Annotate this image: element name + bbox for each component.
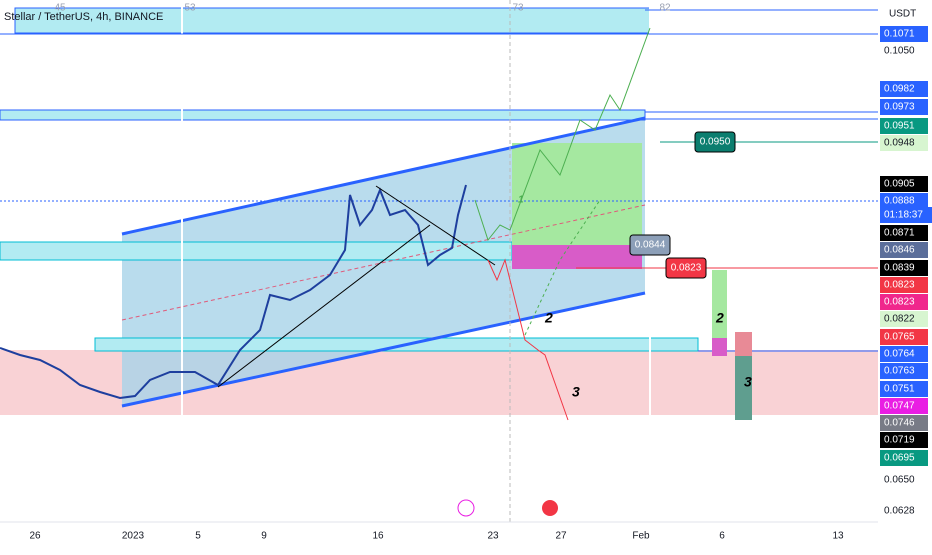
price-series (0, 184, 467, 400)
price-label: 0.1050 (884, 46, 915, 57)
event-icon[interactable] (542, 500, 558, 516)
price-label-bg (880, 176, 928, 192)
price-label: 0.0846 (884, 245, 915, 256)
price-label-bg (880, 26, 928, 42)
time-label: Feb (632, 531, 650, 542)
zone (0, 109, 646, 121)
time-label: 16 (372, 531, 384, 542)
price-label: 0.0948 (884, 138, 915, 149)
price-label: 0.0871 (884, 228, 915, 239)
countdown: 01:18:37 (884, 210, 923, 221)
price-label: 0.0982 (884, 84, 915, 95)
axis-unit: USDT (889, 9, 916, 20)
time-label: 13 (832, 531, 844, 542)
time-label: 9 (261, 531, 267, 542)
price-label: 0.0888 (884, 196, 915, 207)
price-label: 0.0822 (884, 314, 915, 325)
time-label: 27 (555, 531, 567, 542)
price-label-bg (880, 363, 928, 379)
wave-label: 3 (572, 384, 580, 400)
target-box (694, 131, 736, 153)
time-label: 6 (719, 531, 725, 542)
price-label-bg (880, 193, 928, 209)
bar-number: 45 (54, 3, 66, 14)
price-label-bg (880, 311, 928, 327)
time-label: 26 (29, 531, 41, 542)
price-label-bg (880, 450, 928, 466)
price-label-bg (880, 381, 928, 397)
zone (14, 7, 651, 34)
price-label: 0.0719 (884, 435, 915, 446)
bull-path (474, 27, 651, 242)
bar (712, 338, 727, 356)
price-label-bg (880, 329, 928, 345)
time-label: 2023 (122, 531, 145, 542)
price-label-bg (880, 398, 928, 414)
time-label: 5 (195, 531, 201, 542)
stop-box (665, 257, 707, 279)
trend-line (375, 185, 496, 266)
price-label: 0.0765 (884, 332, 915, 343)
price-label: 0.0839 (884, 263, 915, 274)
stop-box-label: 0.0823 (671, 263, 702, 274)
price-label: 0.0746 (884, 418, 915, 429)
price-label: 0.0823 (884, 297, 915, 308)
bar (712, 270, 727, 338)
price-label: 0.0823 (884, 280, 915, 291)
price-label-bg (880, 432, 928, 448)
price-label-bg (880, 118, 928, 134)
price-label-bg (880, 260, 928, 276)
price-label: 0.0650 (884, 475, 915, 486)
channel-bottom (121, 291, 646, 408)
price-label-bg (880, 294, 928, 310)
price-label: 0.0764 (884, 349, 915, 360)
price-label: 0.0763 (884, 366, 915, 377)
bar (735, 332, 752, 356)
bear-path (487, 258, 569, 421)
bar-label: 2 (715, 310, 724, 326)
price-label: 0.0751 (884, 384, 915, 395)
bar-label: 3 (744, 374, 752, 390)
price-label-bg (880, 242, 928, 258)
price-label: 0.0695 (884, 453, 915, 464)
price-label: 0.0951 (884, 121, 915, 132)
price-label-bg (880, 277, 928, 293)
countdown-bg (880, 207, 932, 223)
price-label-bg (880, 99, 928, 115)
time-label: 23 (487, 531, 499, 542)
price-label: 0.1071 (884, 29, 915, 40)
target-box-label: 0.0950 (700, 137, 731, 148)
bar-number: 53 (184, 3, 196, 14)
zone (0, 241, 513, 261)
event-icon[interactable] (457, 499, 475, 517)
entry-box-label: 0.0844 (635, 240, 666, 251)
price-label-bg (880, 81, 928, 97)
price-label: 0.0905 (884, 179, 915, 190)
stop-area (512, 245, 642, 269)
bar-number: 73 (512, 3, 524, 14)
zone (94, 337, 699, 352)
price-label-bg (880, 135, 928, 151)
price-label: 0.0747 (884, 401, 915, 412)
channel-mid (121, 204, 646, 321)
price-label-bg (880, 346, 928, 362)
bar (735, 356, 752, 420)
target-area (512, 143, 642, 245)
channel-top (121, 116, 646, 236)
bar-number: 82 (659, 3, 671, 14)
symbol-title: Stellar / TetherUS, 4h, BINANCE (4, 11, 163, 23)
trend-line (217, 224, 431, 388)
wave-label: 2 (544, 310, 553, 326)
price-label: 0.0973 (884, 102, 915, 113)
entry-box (629, 234, 671, 256)
wave-label: 1 (518, 195, 524, 206)
price-label-bg (880, 415, 928, 431)
price-label-bg (880, 225, 928, 241)
price-label: 0.0628 (884, 506, 915, 517)
